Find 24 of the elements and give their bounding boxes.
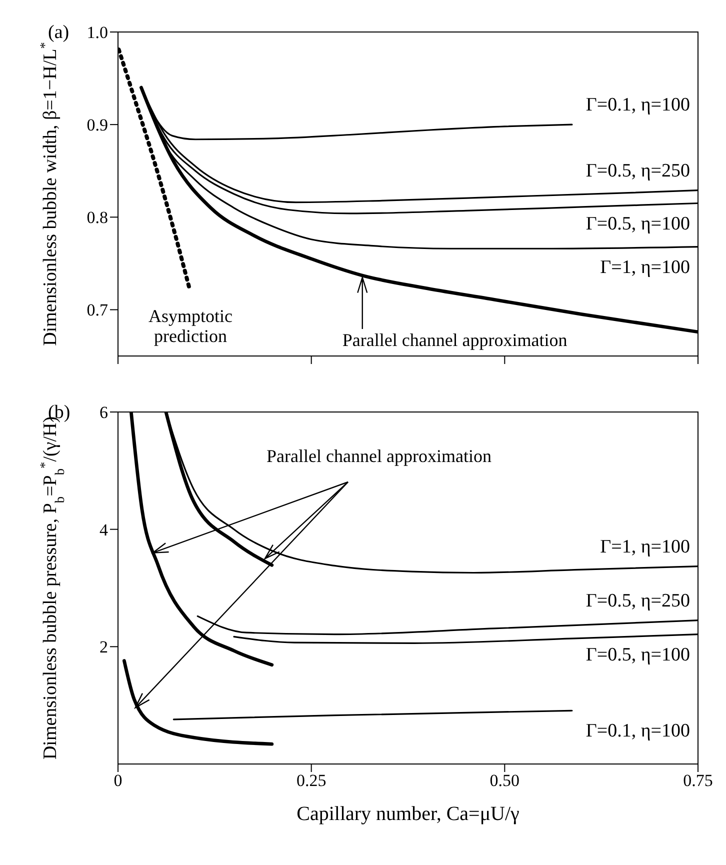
y-tick-label: 1.0 bbox=[86, 23, 108, 42]
y-tick-label: 0.7 bbox=[86, 300, 108, 320]
x-axis-title: Capillary number, Ca=μU/γ bbox=[296, 803, 520, 825]
series-label: Γ=0.5, η=100 bbox=[586, 644, 690, 666]
y-tick-label: 0.8 bbox=[86, 208, 108, 228]
y-tick-label: 0.9 bbox=[86, 116, 108, 135]
annotation: Parallel channel approximation bbox=[342, 330, 568, 350]
annotation: Asymptotic prediction bbox=[148, 306, 233, 346]
annotation: Parallel channel approximation bbox=[266, 446, 492, 466]
y-tick-label: 4 bbox=[100, 520, 108, 540]
x-tick-label: 0.75 bbox=[683, 771, 713, 790]
series-label: Γ=0.5, η=250 bbox=[586, 160, 690, 182]
chart-title: (a) bbox=[48, 22, 70, 43]
series-label: Γ=1, η=100 bbox=[600, 536, 690, 558]
y-tick-label: 6 bbox=[100, 403, 108, 422]
series-label: Γ=0.1, η=100 bbox=[586, 720, 690, 742]
series-label: Γ=1, η=100 bbox=[600, 256, 690, 278]
x-tick-label: 0 bbox=[114, 771, 122, 790]
y-tick-label: 2 bbox=[100, 638, 108, 657]
series-label: Γ=0.1, η=100 bbox=[586, 94, 690, 116]
x-tick-label: 0.50 bbox=[490, 771, 520, 790]
series-label: Γ=0.5, η=250 bbox=[586, 590, 690, 612]
x-tick-label: 0.25 bbox=[296, 771, 326, 790]
series-label: Γ=0.5, η=100 bbox=[586, 213, 690, 234]
